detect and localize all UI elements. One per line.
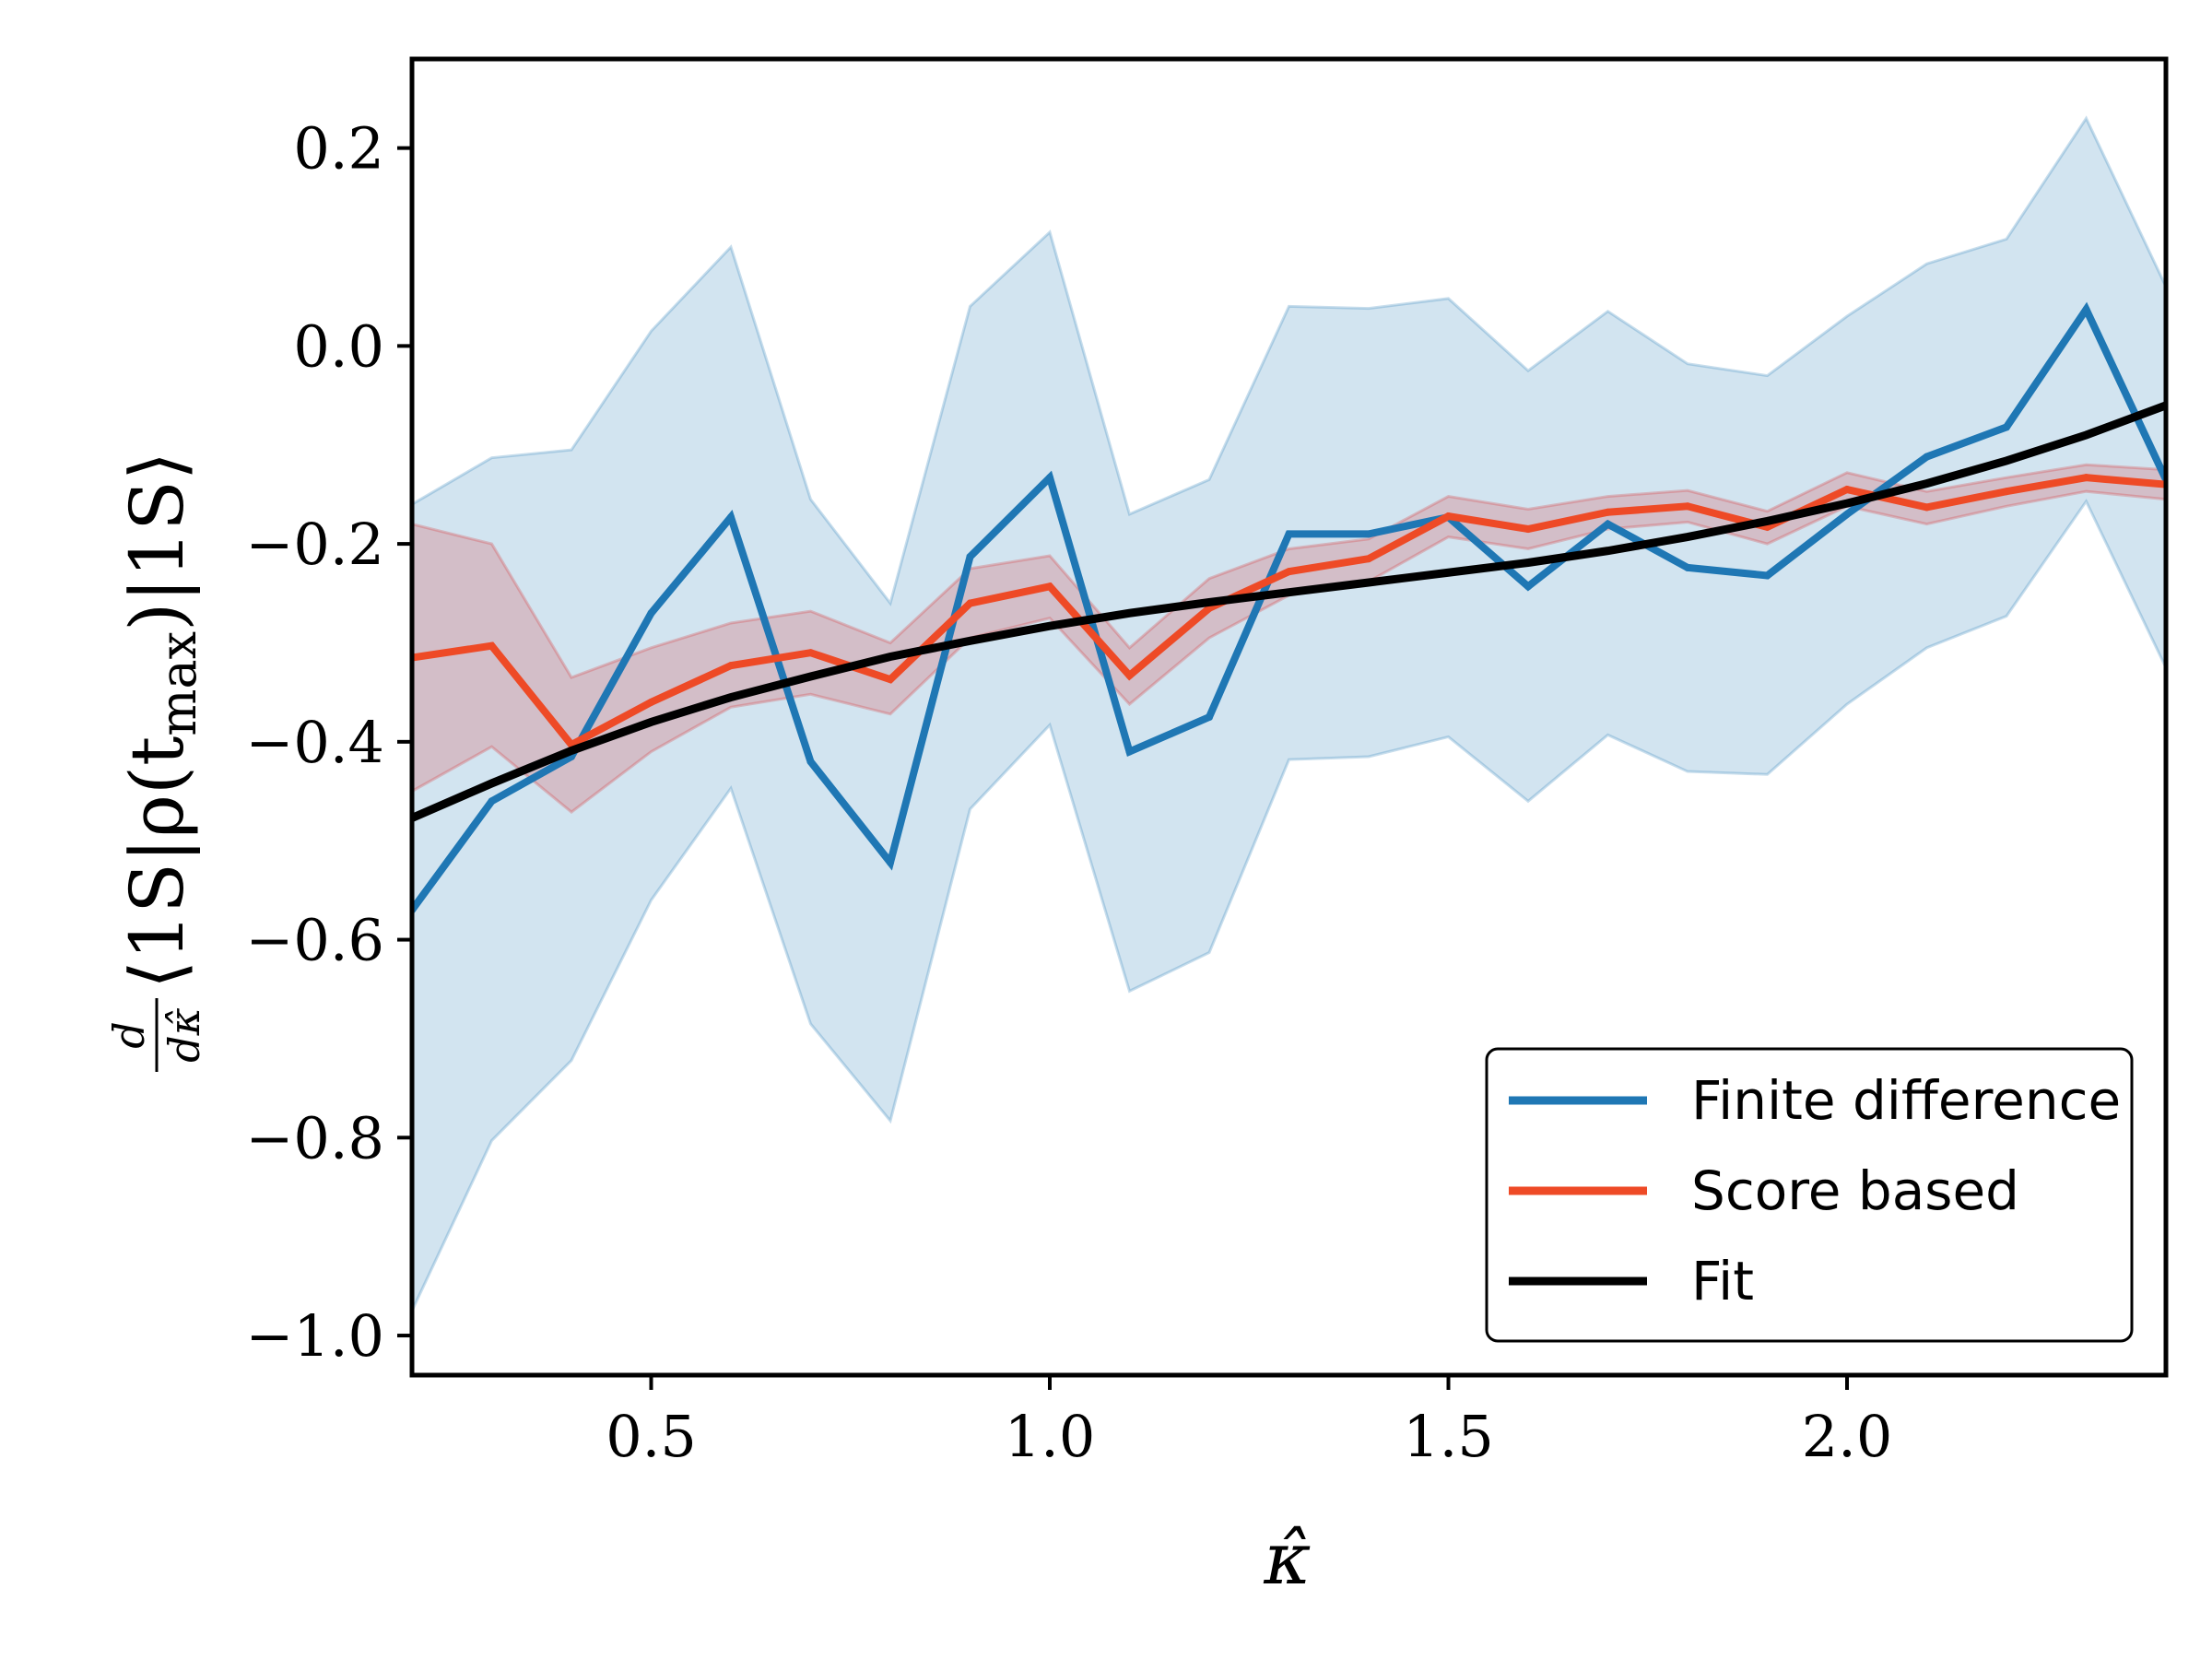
y-tick-label: 0.0 — [293, 312, 384, 380]
plot-frame — [409, 56, 2169, 1378]
score-based-point — [488, 641, 496, 650]
y-tick-label: −1.0 — [245, 1302, 384, 1370]
legend-box — [1485, 1047, 2134, 1343]
y-tick-label: −0.4 — [245, 709, 384, 776]
score-based-point — [1684, 502, 1691, 511]
finite-difference-point — [1843, 510, 1851, 518]
fit-point — [887, 653, 894, 661]
score-based-point — [1843, 486, 1851, 494]
fit-point — [1843, 500, 1851, 508]
fit-point — [2003, 456, 2010, 465]
y-tick-label: −0.6 — [245, 907, 384, 974]
fit-point — [1923, 479, 1931, 488]
x-tick-label: 2.0 — [1802, 1403, 1893, 1470]
fit-point — [1285, 588, 1293, 596]
fit-point — [1763, 517, 1771, 525]
fit-point — [1365, 578, 1372, 586]
fit-point — [568, 747, 575, 755]
score-based-point — [1923, 503, 1931, 512]
y-tick-label: 0.2 — [293, 115, 384, 182]
finite-difference-point — [806, 758, 815, 766]
finite-difference-point — [647, 609, 655, 618]
legend-label-finite-difference: Finite difference — [1691, 1069, 2121, 1132]
y-axis-label-numerator: d — [104, 1021, 154, 1048]
x-tick-label: 1.5 — [1403, 1403, 1494, 1470]
y-axis-label-subscript: max — [149, 631, 207, 736]
y-axis-label-tail: )|1S⟩ — [114, 452, 200, 631]
x-tick-label: 0.5 — [606, 1403, 697, 1470]
y-axis-label-body: ⟨1S|ρ(tmax)|1S⟩ — [114, 452, 207, 989]
score-based-point — [1604, 508, 1612, 516]
fit-point — [1684, 533, 1691, 541]
score-based-point — [806, 649, 815, 657]
fit-point — [488, 779, 496, 787]
finite-difference-point — [1763, 571, 1771, 580]
legend-label-fit: Fit — [1691, 1250, 1754, 1312]
fit-point — [2082, 431, 2090, 439]
fit-point — [727, 693, 735, 701]
finite-difference-band — [412, 115, 2166, 1312]
finite-difference-point — [727, 513, 735, 522]
fit-point — [1206, 598, 1213, 606]
finite-difference-point — [966, 553, 974, 561]
score-based-point — [2082, 474, 2090, 482]
score-based-point — [1285, 568, 1293, 576]
finite-difference-point — [1206, 713, 1213, 721]
finite-difference-point — [1285, 530, 1293, 538]
legend: Finite difference Score based Fit — [1485, 1047, 2134, 1343]
series-lines — [412, 301, 2166, 914]
finite-difference-point — [1684, 563, 1691, 571]
y-axis-label: d dκ̂ ⟨1S|ρ(tmax)|1S⟩ — [104, 452, 209, 1072]
score-based-point — [1046, 582, 1053, 591]
x-axis-ticks: 0.5 1.0 1.5 2.0 — [606, 1375, 1892, 1470]
fit-point — [1604, 547, 1612, 555]
fit-point — [806, 672, 815, 680]
fit-point — [1444, 569, 1453, 577]
score-based-point — [1125, 671, 1134, 679]
score-based-point — [1365, 555, 1372, 563]
finite-difference-point — [1524, 582, 1532, 591]
finite-difference-point — [887, 858, 894, 866]
finite-difference-point — [1604, 520, 1612, 528]
finite-difference-point — [1046, 474, 1053, 482]
y-axis-label-main: ⟨1S|ρ(t — [114, 736, 200, 989]
y-tick-label: −0.8 — [245, 1104, 384, 1171]
finite-difference-point — [2082, 305, 2090, 313]
score-based-point — [1524, 525, 1532, 533]
fit-point — [647, 718, 655, 726]
x-tick-label: 1.0 — [1005, 1403, 1096, 1470]
score-based-point — [2003, 488, 2010, 496]
x-axis-label-text: κ̂ — [1263, 1518, 1311, 1601]
fit-point — [1524, 559, 1532, 567]
fit-point — [1046, 622, 1053, 630]
y-axis-ticks: 0.2 0.0 −0.2 −0.4 −0.6 −0.8 −1.0 — [245, 115, 412, 1370]
finite-difference-point — [1365, 530, 1372, 538]
score-based-point — [1444, 512, 1453, 521]
finite-difference-point — [488, 797, 496, 806]
plot-area — [412, 115, 2166, 1312]
legend-entries: Finite difference Score based Fit — [1509, 1069, 2121, 1312]
score-based-point — [966, 599, 974, 607]
finite-difference-point — [2003, 423, 2010, 431]
score-based-point — [887, 676, 894, 684]
y-tick-label: −0.2 — [245, 511, 384, 578]
score-based-point — [647, 698, 655, 706]
y-axis-label-denominator: dκ̂ — [159, 1007, 209, 1063]
x-axis-label: κ̂ — [1263, 1518, 1311, 1601]
finite-difference-point — [1125, 747, 1134, 756]
finite-difference-point — [1923, 453, 1931, 461]
score-based-point — [727, 662, 735, 670]
fit-point — [1125, 609, 1134, 618]
legend-label-score-based: Score based — [1691, 1159, 2019, 1222]
fit-point — [966, 637, 974, 645]
